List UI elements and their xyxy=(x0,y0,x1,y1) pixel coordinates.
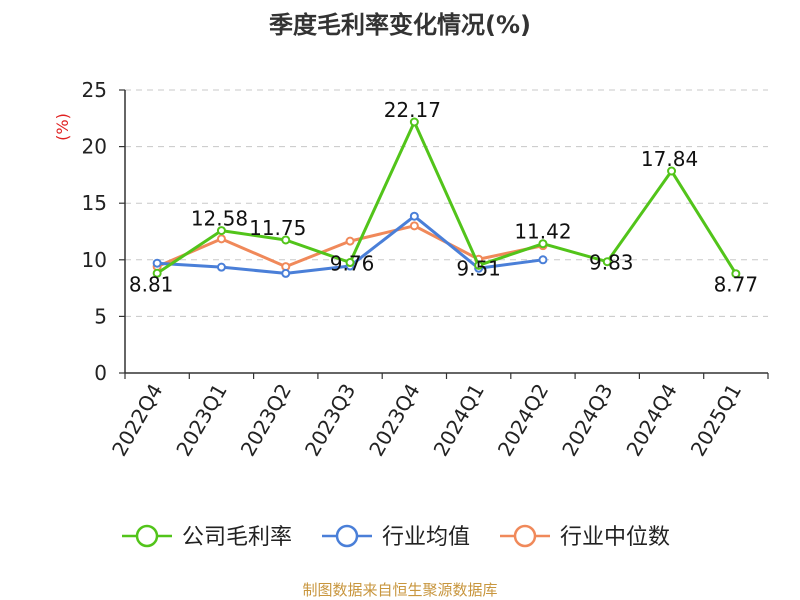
data-label: 22.17 xyxy=(384,98,441,122)
legend-label: 行业均值 xyxy=(382,525,470,550)
y-tick-label: 0 xyxy=(94,361,107,385)
legend-label: 行业中位数 xyxy=(560,525,670,550)
legend-label: 公司毛利率 xyxy=(182,525,292,550)
data-point xyxy=(345,258,355,268)
x-tick-label: 2024Q2 xyxy=(493,380,553,461)
data-label: 8.81 xyxy=(129,272,174,296)
data-point xyxy=(216,262,226,272)
data-label: 9.83 xyxy=(589,251,634,275)
data-point xyxy=(602,257,612,267)
series-0 xyxy=(152,117,741,279)
data-point xyxy=(152,258,162,268)
x-tick-label: 2024Q1 xyxy=(429,380,489,461)
data-point xyxy=(409,221,419,231)
x-tick-label: 2024Q4 xyxy=(621,380,681,461)
data-point xyxy=(409,211,419,221)
y-tick-label: 5 xyxy=(94,304,107,328)
legend-swatch-marker xyxy=(135,524,159,548)
data-label: 8.77 xyxy=(714,273,759,297)
x-tick-label: 2023Q3 xyxy=(300,380,360,461)
y-tick-label: 15 xyxy=(82,191,107,215)
legend-swatch-marker xyxy=(513,524,537,548)
legend-swatch-marker xyxy=(335,524,359,548)
data-point xyxy=(345,236,355,246)
data-label: 9.51 xyxy=(456,256,501,280)
chart-title: 季度毛利率变化情况(%) xyxy=(269,11,531,39)
series-layer xyxy=(152,117,741,279)
data-point xyxy=(281,268,291,278)
legend-item: 行业中位数 xyxy=(500,524,670,550)
legend-item: 行业均值 xyxy=(322,524,470,550)
data-point xyxy=(474,260,484,270)
data-label: 11.75 xyxy=(249,216,306,240)
data-label: 17.84 xyxy=(641,147,698,171)
x-tick-label: 2022Q4 xyxy=(107,380,167,461)
x-tick-label: 2025Q1 xyxy=(686,380,746,461)
data-point xyxy=(409,117,419,127)
x-tick-label: 2023Q4 xyxy=(364,380,424,461)
series-line xyxy=(156,120,738,275)
y-axis-label: (%) xyxy=(53,113,72,141)
y-tick-label: 20 xyxy=(82,135,107,159)
grid-layer xyxy=(125,89,768,317)
axis-layer: 0 5 10 15 20 25 2022Q4 2023Q1 2023Q2 2023Q3 2023Q4… xyxy=(82,78,769,461)
data-label: 12.58 xyxy=(191,207,248,231)
data-point xyxy=(538,255,548,265)
data-point xyxy=(152,268,162,278)
source-note: 制图数据来自恒生聚源数据库 xyxy=(302,581,497,599)
x-tick-label: 2023Q2 xyxy=(236,380,296,461)
legend-item: 公司毛利率 xyxy=(122,524,292,550)
data-label: 11.42 xyxy=(514,220,571,244)
data-point xyxy=(281,235,291,245)
x-tick-label: 2024Q3 xyxy=(557,380,617,461)
data-label: 9.76 xyxy=(330,252,375,276)
legend: 公司毛利率 行业均值 行业中位数 xyxy=(122,524,670,550)
y-tick-label: 10 xyxy=(82,248,107,272)
data-label-layer: 8.81 12.58 11.75 9.76 22.17 9.51 11.42 9.83 17.8… xyxy=(129,98,758,297)
data-point xyxy=(667,166,677,176)
data-point xyxy=(731,269,741,279)
data-point xyxy=(216,226,226,236)
x-tick-label: 2023Q1 xyxy=(171,380,231,461)
data-point xyxy=(538,239,548,249)
y-tick-label: 25 xyxy=(82,78,107,102)
data-point xyxy=(216,234,226,244)
